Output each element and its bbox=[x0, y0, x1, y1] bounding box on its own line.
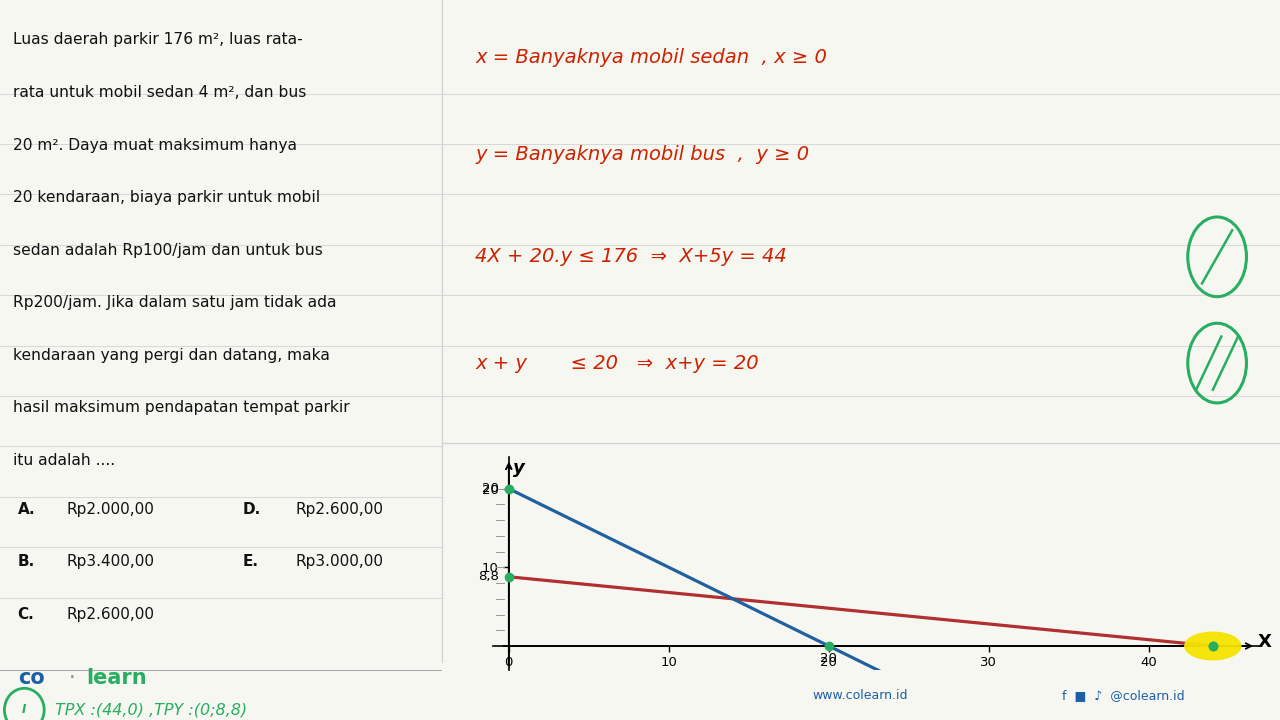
Text: Rp2.000,00: Rp2.000,00 bbox=[67, 502, 154, 517]
Text: Rp3.400,00: Rp3.400,00 bbox=[67, 554, 155, 570]
Text: C.: C. bbox=[18, 607, 35, 622]
Ellipse shape bbox=[1185, 632, 1240, 660]
Text: ·: · bbox=[68, 667, 76, 688]
Text: 8,8: 8,8 bbox=[479, 570, 499, 583]
Text: Rp3.000,00: Rp3.000,00 bbox=[296, 554, 384, 570]
Text: y: y bbox=[512, 459, 525, 477]
Text: rata untuk mobil sedan 4 m², dan bus: rata untuk mobil sedan 4 m², dan bus bbox=[13, 85, 307, 100]
Text: x + y       ≤ 20   ⇒  x+y = 20: x + y ≤ 20 ⇒ x+y = 20 bbox=[475, 354, 759, 372]
Text: Luas daerah parkir 176 m², luas rata-: Luas daerah parkir 176 m², luas rata- bbox=[13, 32, 303, 48]
Text: www.colearn.id: www.colearn.id bbox=[813, 689, 909, 702]
Text: hasil maksimum pendapatan tempat parkir: hasil maksimum pendapatan tempat parkir bbox=[13, 400, 349, 415]
Text: Rp200/jam. Jika dalam satu jam tidak ada: Rp200/jam. Jika dalam satu jam tidak ada bbox=[13, 295, 337, 310]
Text: B.: B. bbox=[18, 554, 35, 570]
Text: 20 m². Daya muat maksimum hanya: 20 m². Daya muat maksimum hanya bbox=[13, 138, 297, 153]
Text: Rp2.600,00: Rp2.600,00 bbox=[67, 607, 155, 622]
Text: I: I bbox=[22, 703, 27, 716]
Text: TPX :(44,0) ,TPY :(0;8,8): TPX :(44,0) ,TPY :(0;8,8) bbox=[55, 703, 247, 717]
Text: 20: 20 bbox=[820, 652, 837, 665]
Text: f  ■  ♪  @colearn.id: f ■ ♪ @colearn.id bbox=[1062, 689, 1185, 702]
Text: A.: A. bbox=[18, 502, 36, 517]
Text: D.: D. bbox=[243, 502, 261, 517]
Text: itu adalah ....: itu adalah .... bbox=[13, 453, 115, 468]
Text: co: co bbox=[18, 667, 45, 688]
Text: learn: learn bbox=[86, 667, 147, 688]
Text: X: X bbox=[1257, 633, 1271, 651]
Text: x = Banyaknya mobil sedan  , x ≥ 0: x = Banyaknya mobil sedan , x ≥ 0 bbox=[475, 48, 827, 67]
Text: sedan adalah Rp100/jam dan untuk bus: sedan adalah Rp100/jam dan untuk bus bbox=[13, 243, 323, 258]
Text: 20: 20 bbox=[483, 482, 499, 495]
Text: 20 kendaraan, biaya parkir untuk mobil: 20 kendaraan, biaya parkir untuk mobil bbox=[13, 190, 320, 205]
Text: kendaraan yang pergi dan datang, maka: kendaraan yang pergi dan datang, maka bbox=[13, 348, 330, 363]
Text: 4X + 20.y ≤ 176  ⇒  X+5y = 44: 4X + 20.y ≤ 176 ⇒ X+5y = 44 bbox=[475, 248, 787, 266]
Text: Rp2.600,00: Rp2.600,00 bbox=[296, 502, 384, 517]
Text: E.: E. bbox=[243, 554, 259, 570]
Text: y = Banyaknya mobil bus  ,  y ≥ 0: y = Banyaknya mobil bus , y ≥ 0 bbox=[475, 145, 809, 164]
